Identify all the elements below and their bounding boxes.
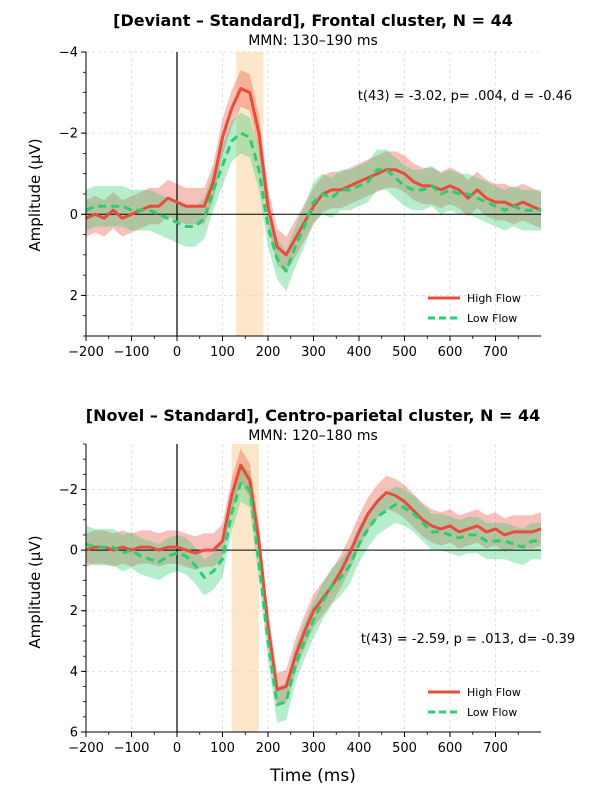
x-tick-label: 0 <box>173 345 181 360</box>
plot-area: −200 −100 0 100 200 300 400 500 600 700 −2 0 2 4 6 <box>59 443 542 756</box>
mmn-window <box>231 444 259 732</box>
legend: High Flow Low Flow <box>428 292 521 325</box>
x-tick-label: 700 <box>483 741 508 756</box>
x-tick-label: −100 <box>114 345 150 360</box>
y-axis-label: Amplitude (µV) <box>26 535 44 648</box>
y-tick-label: 0 <box>70 208 78 223</box>
legend: High Flow Low Flow <box>428 686 521 719</box>
x-tick-label: 300 <box>301 741 326 756</box>
x-tick-label: 600 <box>438 345 463 360</box>
x-tick-label: 400 <box>347 741 372 756</box>
series-line-low-flow <box>85 481 541 707</box>
plot-area: −200 −100 0 100 200 300 400 500 600 700 −4 −2 0 2 <box>59 46 542 360</box>
chart-subtitle: MMN: 120–180 ms <box>248 428 378 444</box>
chart-title: [Novel – Standard], Centro-parietal clus… <box>86 406 540 425</box>
x-tick-label: 300 <box>301 345 326 360</box>
stats-annotation: t(43) = -2.59, p = .013, d= -0.39 <box>361 632 575 647</box>
panel-centro-parietal: −200 −100 0 100 200 300 400 500 600 700 −2 0 2 4 6 [No… <box>26 406 575 786</box>
y-tick-label: 2 <box>70 604 78 619</box>
legend-label-high-flow: High Flow <box>467 686 521 699</box>
x-axis-label: Time (ms) <box>269 766 356 786</box>
x-tick-label: 400 <box>347 345 372 360</box>
stats-annotation: t(43) = -3.02, p= .004, d = -0.46 <box>358 89 572 104</box>
panel-frontal: −200 −100 0 100 200 300 400 500 600 700 −4 −2 0 2 [De… <box>26 11 572 360</box>
legend-label-low-flow: Low Flow <box>467 312 517 325</box>
x-tick-label: −200 <box>68 741 104 756</box>
y-tick-label: 6 <box>70 726 78 741</box>
y-tick-label: −2 <box>59 483 78 498</box>
confidence-band-high-flow <box>86 448 541 707</box>
chart-title: [Deviant – Standard], Frontal cluster, N… <box>113 11 513 30</box>
series-line-low-flow <box>85 131 541 273</box>
y-tick-label: −2 <box>59 127 78 142</box>
x-tick-label: −100 <box>114 741 150 756</box>
x-tick-label: 200 <box>256 741 281 756</box>
x-tick-label: 200 <box>256 345 281 360</box>
y-tick-label: 2 <box>70 289 78 304</box>
chart-subtitle: MMN: 130–190 ms <box>248 33 378 49</box>
y-tick-label: 4 <box>70 665 78 680</box>
x-tick-label: 100 <box>210 345 235 360</box>
y-axis-label: Amplitude (µV) <box>26 138 44 251</box>
x-tick-label: 100 <box>210 741 235 756</box>
confidence-band-low-flow <box>86 465 541 723</box>
x-tick-label: 500 <box>392 345 417 360</box>
x-tick-label: 700 <box>483 345 508 360</box>
series-line-high-flow <box>85 463 542 692</box>
y-tick-label: −4 <box>59 46 78 61</box>
x-tick-label: 600 <box>438 741 463 756</box>
x-tick-label: 500 <box>392 741 417 756</box>
x-tick-label: −200 <box>68 345 104 360</box>
legend-label-high-flow: High Flow <box>467 292 521 305</box>
y-tick-label: 0 <box>70 544 78 559</box>
x-tick-label: 0 <box>173 741 181 756</box>
legend-label-low-flow: Low Flow <box>467 706 517 719</box>
